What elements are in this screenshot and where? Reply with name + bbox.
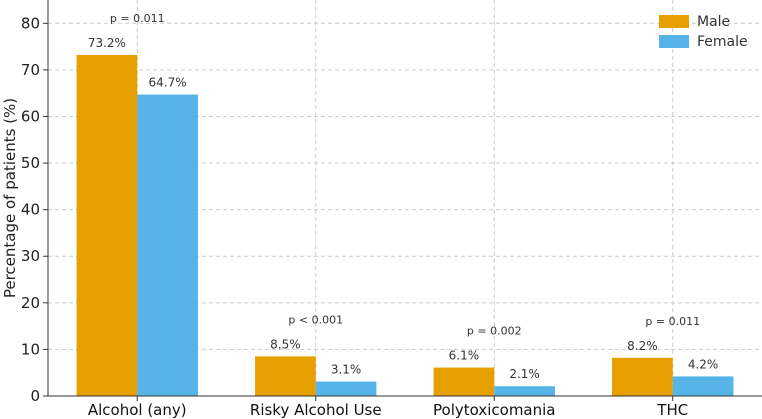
bars — [76, 54, 734, 396]
p-value-annotation: p = 0.002 — [467, 325, 522, 338]
y-tick-label: 60 — [21, 107, 40, 125]
bar-female — [494, 386, 555, 396]
y-tick-label: 80 — [21, 14, 40, 32]
p-value-annotation: p < 0.001 — [288, 313, 343, 326]
y-tick-label: 20 — [21, 294, 40, 312]
legend-swatch-female — [659, 35, 689, 48]
p-value-annotation: p = 0.011 — [110, 12, 165, 25]
legend-label-male: Male — [697, 14, 730, 30]
y-tick-label: 0 — [30, 387, 40, 405]
y-tick-label: 30 — [21, 247, 40, 265]
bar-male — [612, 357, 673, 396]
bar-value-label: 8.2% — [627, 339, 658, 353]
bar-male — [255, 356, 316, 396]
legend: Male Female — [659, 14, 748, 50]
bar-value-label: 73.2% — [88, 36, 126, 50]
y-tick-label: 70 — [21, 61, 40, 79]
bar-value-label: 6.1% — [449, 349, 480, 363]
bar-female — [315, 381, 377, 396]
x-tick-label: Polytoxicomania — [433, 401, 555, 419]
bar-male — [433, 367, 495, 396]
y-tick-label: 10 — [21, 340, 40, 358]
y-axis-label: Percentage of patients (%) — [1, 98, 19, 298]
bar-female — [672, 376, 734, 396]
legend-swatch-male — [659, 15, 689, 28]
x-tick-label: THC — [656, 401, 688, 419]
p-value-annotation: p = 0.011 — [645, 315, 700, 328]
bar-male — [76, 54, 138, 396]
bar-value-label: 3.1% — [331, 363, 362, 377]
legend-label-female: Female — [697, 34, 748, 50]
y-tick-label: 40 — [21, 201, 40, 219]
bar-value-label: 8.5% — [270, 337, 301, 351]
x-tick-label: Risky Alcohol Use — [250, 401, 382, 419]
axes — [47, 0, 762, 397]
x-tick-label: Alcohol (any) — [88, 401, 187, 419]
y-tick-label: 50 — [21, 154, 40, 172]
bar-value-label: 4.2% — [688, 357, 719, 371]
bar-value-label: 2.1% — [509, 367, 540, 381]
labels: 0 10 20 30 40 50 60 70 80 73.2% 8.5% 6.1% 8.2% 64.7% 3… — [21, 12, 718, 419]
bar-value-label: 64.7% — [149, 76, 187, 90]
bar-female — [137, 94, 198, 396]
